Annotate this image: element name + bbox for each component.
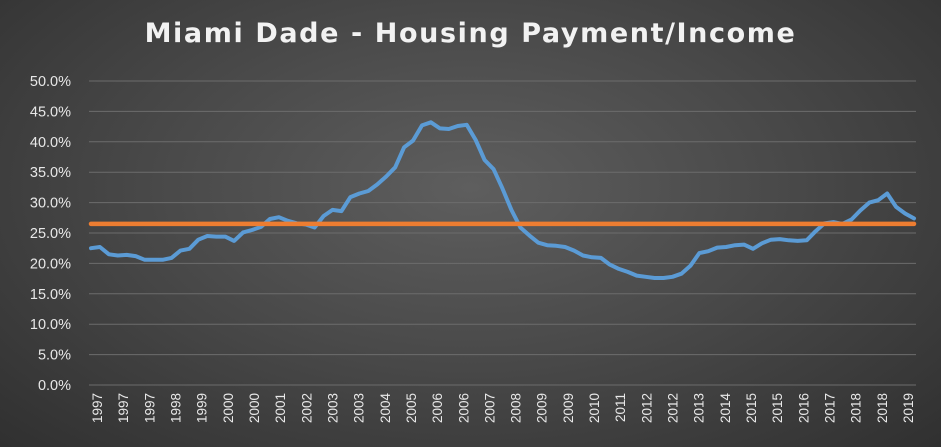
x-tick-label: 2011	[613, 393, 628, 422]
x-tick-label: 1997	[90, 393, 105, 423]
x-tick-label: 2015	[770, 393, 785, 423]
x-tick-label: 2010	[587, 393, 602, 423]
y-tick-label: 50.0%	[30, 74, 71, 90]
x-tick-label: 2014	[718, 393, 733, 424]
y-tick-label: 0.0%	[38, 378, 71, 394]
y-tick-label: 5.0%	[38, 348, 71, 364]
x-tick-label: 1999	[195, 393, 210, 423]
y-tick-label: 15.0%	[30, 287, 71, 303]
x-tick-label: 2009	[561, 393, 576, 423]
payment-income-line	[89, 120, 916, 280]
x-tick-label: 2018	[875, 393, 890, 423]
x-tick-label: 2008	[509, 393, 524, 423]
x-tick-label: 2003	[352, 393, 367, 423]
x-tick-label: 2018	[849, 393, 864, 423]
x-tick-label: 2004	[378, 393, 393, 424]
x-tick-label: 2001	[273, 393, 288, 423]
x-tick-label: 2000	[247, 393, 262, 423]
x-tick-label: 2003	[325, 393, 340, 423]
x-tick-label: 2006	[456, 393, 471, 423]
x-tick-label: 2019	[901, 393, 916, 423]
x-tick-label: 2006	[430, 393, 445, 423]
y-tick-label: 25.0%	[30, 226, 71, 242]
y-tick-label: 20.0%	[30, 256, 71, 272]
x-tick-label: 2015	[744, 393, 759, 423]
x-tick-label: 2009	[535, 393, 550, 423]
x-tick-label: 2016	[796, 393, 811, 423]
y-tick-label: 30.0%	[30, 196, 71, 212]
x-tick-label: 1998	[168, 393, 183, 423]
y-tick-label: 45.0%	[30, 104, 71, 120]
x-tick-label: 1997	[142, 393, 157, 423]
x-tick-label: 2002	[299, 393, 314, 423]
chart-title: Miami Dade - Housing Payment/Income	[144, 18, 797, 49]
x-tick-label: 2012	[666, 393, 681, 423]
y-tick-label: 35.0%	[30, 165, 71, 181]
x-tick-label: 2007	[482, 393, 497, 423]
x-tick-label: 2017	[823, 393, 838, 423]
y-tick-label: 40.0%	[30, 135, 71, 151]
y-tick-label: 10.0%	[30, 317, 71, 333]
x-tick-label: 2005	[404, 393, 419, 423]
x-tick-label: 2012	[639, 393, 654, 423]
x-tick-label: 2000	[221, 393, 236, 423]
x-tick-label: 2013	[692, 393, 707, 423]
x-tick-label: 1997	[116, 393, 131, 423]
